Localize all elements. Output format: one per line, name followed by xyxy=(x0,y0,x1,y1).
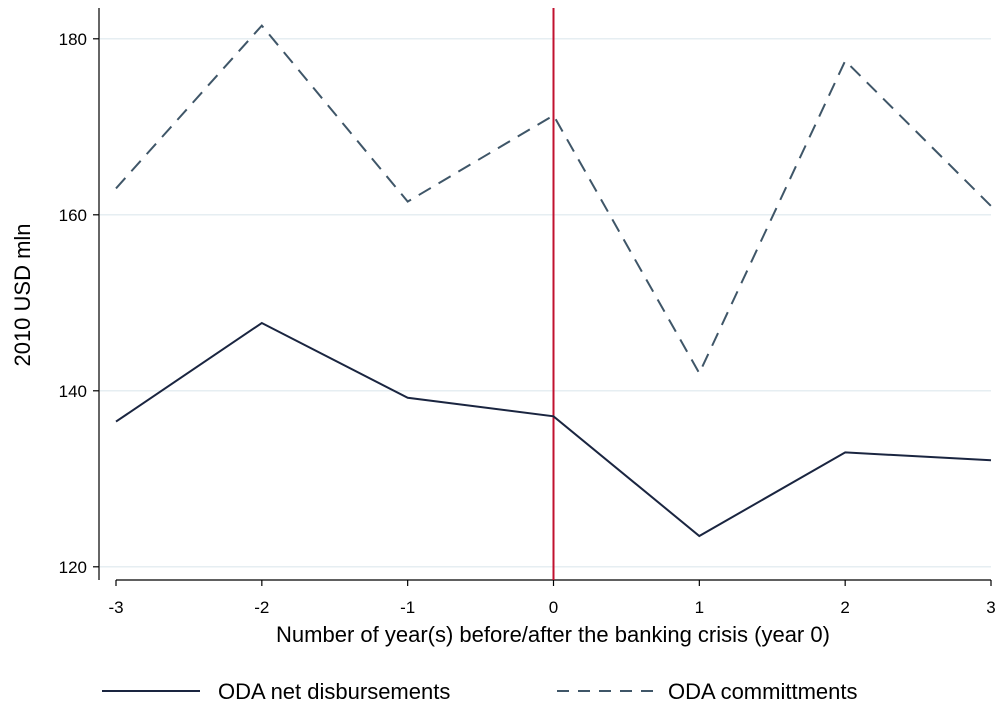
y-ticks: 120 140 160 180 xyxy=(59,30,99,577)
axes xyxy=(98,8,991,581)
series-line-net-disbursements xyxy=(115,321,992,538)
x-tick-label: 1 xyxy=(695,598,704,617)
x-axis-title: Number of year(s) before/after the banki… xyxy=(276,622,830,647)
x-tick-label: -2 xyxy=(254,598,269,617)
x-tick-label: 3 xyxy=(986,598,995,617)
x-tick-label: -3 xyxy=(108,598,123,617)
series-line-committments xyxy=(115,24,992,376)
x-ticks: -3 -2 -1 0 1 2 3 xyxy=(108,580,996,617)
x-tick-label: 0 xyxy=(549,598,558,617)
legend: ODA net disbursements ODA committments xyxy=(102,679,857,704)
y-tick-label: 140 xyxy=(59,382,87,401)
y-axis-title: 2010 USD mln xyxy=(10,223,35,366)
legend-label-committments: ODA committments xyxy=(668,679,857,704)
series-group xyxy=(115,24,992,538)
y-tick-label: 160 xyxy=(59,206,87,225)
y-tick-label: 120 xyxy=(59,558,87,577)
x-tick-label: 2 xyxy=(840,598,849,617)
y-tick-label: 180 xyxy=(59,30,87,49)
grid-lines xyxy=(100,38,991,568)
x-tick-label: -1 xyxy=(400,598,415,617)
legend-label-net-disbursements: ODA net disbursements xyxy=(218,679,450,704)
